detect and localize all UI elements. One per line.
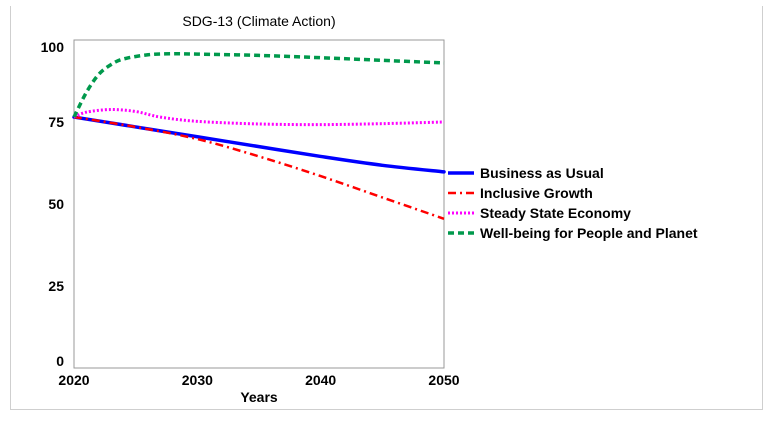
series-lines [72, 51, 446, 220]
plot-area [73, 39, 445, 369]
series-line-4 [72, 51, 445, 118]
y-axis-ticks: 0 25 50 75 100 [41, 39, 65, 369]
legend-label-4: Well-being for People and Planet [480, 225, 698, 241]
legend-label-3: Steady State Economy [480, 205, 631, 221]
chart-frame [10, 6, 763, 410]
y-tick-label: 75 [48, 114, 64, 130]
y-tick-label: 25 [48, 278, 64, 294]
series-line-1 [72, 115, 446, 174]
series-line-3 [73, 108, 445, 127]
y-tick-label: 0 [56, 353, 64, 369]
y-tick-label: 50 [48, 196, 64, 212]
x-tick-label: 2030 [182, 372, 213, 388]
legend: Business as Usual Inclusive Growth Steady … [448, 165, 698, 241]
legend-label-1: Business as Usual [480, 165, 604, 181]
x-tick-label: 2050 [428, 372, 459, 388]
x-tick-label: 2040 [305, 372, 336, 388]
x-axis-title: Years [240, 389, 278, 405]
series-line-2 [73, 115, 445, 220]
legend-label-2: Inclusive Growth [480, 185, 593, 201]
chart-title: SDG-13 (Climate Action) [182, 13, 335, 29]
y-tick-label: 100 [41, 39, 65, 55]
x-axis-ticks: 2020 2030 2040 2050 [58, 372, 459, 388]
x-tick-label: 2020 [58, 372, 89, 388]
